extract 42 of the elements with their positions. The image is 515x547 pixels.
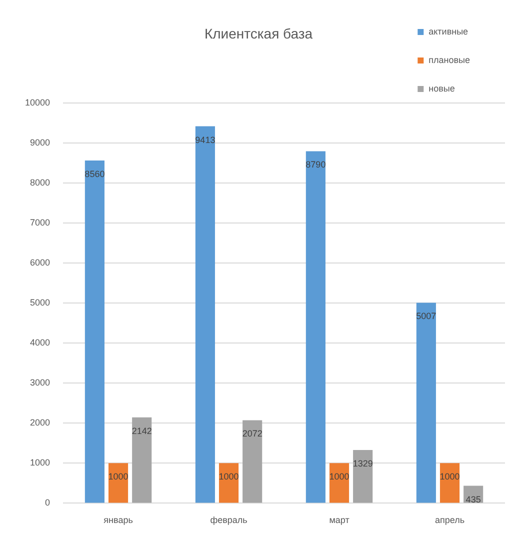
legend-label: активные <box>428 26 468 36</box>
y-tick-label: 4000 <box>30 338 50 348</box>
data-label: 9413 <box>195 134 216 145</box>
bar <box>84 160 104 503</box>
bar <box>242 420 262 503</box>
legend-label: новые <box>428 83 455 94</box>
y-tick-label: 5000 <box>30 297 50 308</box>
bar <box>416 302 436 503</box>
y-tick-label: 0 <box>45 498 50 508</box>
x-tick-label: март <box>329 515 350 526</box>
data-label: 5007 <box>416 311 436 322</box>
x-tick-label: январь <box>104 515 134 526</box>
y-tick-label: 9000 <box>30 137 50 148</box>
bar <box>440 463 460 503</box>
bar <box>132 417 152 503</box>
bar <box>306 151 326 503</box>
data-label: 8560 <box>84 168 105 179</box>
data-label: 1000 <box>440 472 460 482</box>
data-label: 2142 <box>132 426 152 436</box>
legend-label: плановые <box>428 54 470 65</box>
bar <box>218 463 239 503</box>
data-label: 1000 <box>329 472 350 482</box>
y-tick-label: 3000 <box>30 378 50 388</box>
data-label: 1000 <box>108 472 128 482</box>
y-tick-label: 6000 <box>30 257 50 268</box>
data-label: 1000 <box>218 472 239 482</box>
y-tick-label: 8000 <box>30 177 50 188</box>
y-tick-label: 10000 <box>24 97 50 108</box>
y-tick-label: 1000 <box>30 458 50 468</box>
bar <box>329 463 350 503</box>
bar <box>195 126 215 503</box>
bar <box>108 463 128 503</box>
y-tick-label: 7000 <box>30 217 50 228</box>
chart-title: Клиентская база <box>204 25 313 42</box>
data-label: 435 <box>466 494 481 504</box>
data-label: 1329 <box>352 458 373 468</box>
bar <box>353 450 373 503</box>
data-label: 8790 <box>306 160 326 170</box>
y-tick-label: 2000 <box>30 418 50 428</box>
x-tick-label: февраль <box>210 515 248 526</box>
x-tick-label: апрель <box>434 515 465 526</box>
data-label: 2072 <box>242 428 262 439</box>
